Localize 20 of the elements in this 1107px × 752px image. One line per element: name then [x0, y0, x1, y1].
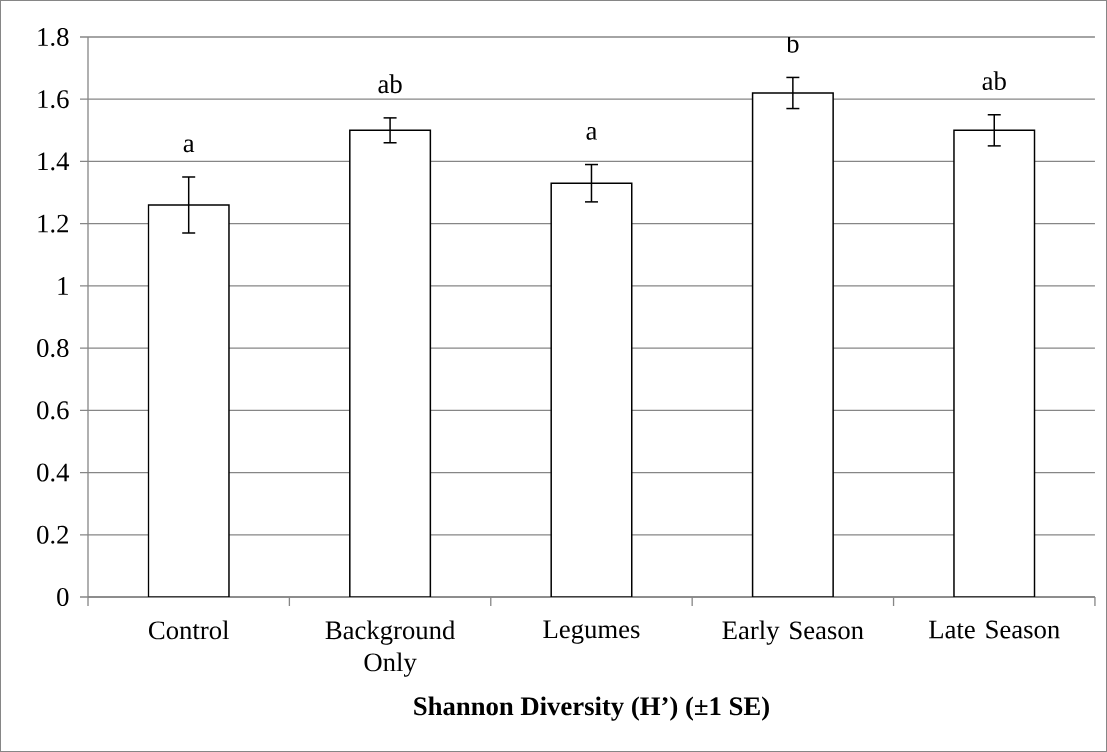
annotation: ab — [378, 74, 402, 94]
y-tick-label: 1.2 — [38, 214, 68, 233]
y-tick-label: 1.4 — [38, 152, 70, 171]
y-tick-label: 1 — [58, 277, 68, 295]
x-tick-label: Legumes — [543, 620, 640, 644]
y-tick-label: 0.2 — [37, 525, 68, 544]
y-tick-label: 0.4 — [37, 463, 70, 482]
y-tick-label: 0 — [57, 587, 69, 607]
y-tick-label: 1.6 — [38, 90, 69, 109]
x-tick-label: Background Only — [325, 620, 456, 677]
y-tick-label: 0.6 — [37, 401, 69, 420]
x-tick-label: Control — [149, 620, 229, 640]
y-tick-label: 0.8 — [37, 339, 69, 358]
annotation: ab — [982, 71, 1006, 91]
annotation: a — [183, 139, 195, 153]
x-tick-label: Late Season — [929, 620, 1060, 639]
annotation: a — [586, 127, 598, 140]
x-axis-title: Shannon Diversity (H’) (±1 SE) — [414, 696, 769, 721]
y-tick-label: 1.8 — [38, 27, 69, 47]
x-tick-label: Early Season — [722, 620, 864, 645]
